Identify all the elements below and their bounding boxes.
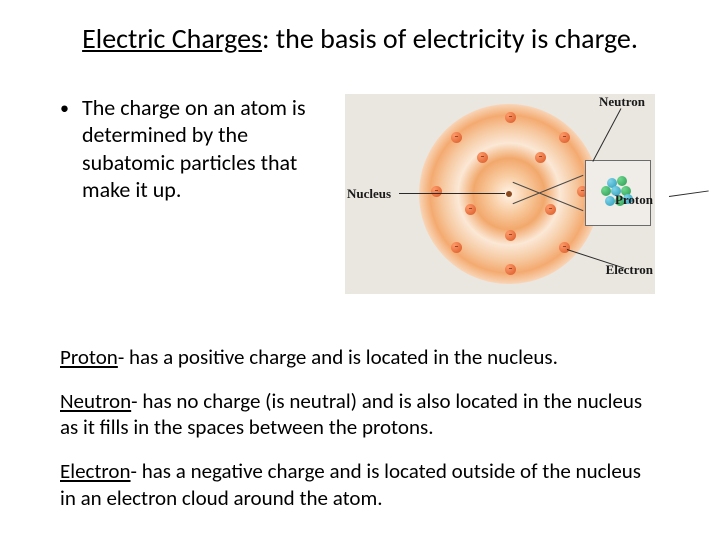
term-electron: Electron — [60, 458, 131, 484]
neutron-dot — [601, 186, 611, 196]
label-proton: Proton — [615, 192, 653, 208]
bullet-block: • The charge on an atom is determined by… — [60, 94, 320, 204]
leader-line — [592, 108, 621, 161]
electron-dot: − — [451, 242, 462, 253]
label-neutron: Neutron — [599, 94, 645, 110]
bullet-marker: • — [60, 94, 82, 204]
proton-dot — [605, 196, 615, 206]
electron-dot: − — [451, 132, 462, 143]
content-row: • The charge on an atom is determined by… — [60, 94, 660, 294]
def-proton-text: - has a positive charge and is located i… — [118, 344, 558, 370]
definitions-block: Proton- has a positive charge and is loc… — [60, 344, 660, 511]
leader-line — [399, 193, 505, 194]
definition-proton: Proton- has a positive charge and is loc… — [60, 344, 660, 370]
electron-dot: − — [465, 204, 476, 215]
bullet-text: The charge on an atom is determined by t… — [82, 94, 320, 204]
def-electron-text: - has a negative charge and is located o… — [60, 458, 641, 510]
definition-neutron: Neutron- has no charge (is neutral) and … — [60, 388, 660, 441]
electron-dot: − — [559, 242, 570, 253]
electron-dot: − — [559, 132, 570, 143]
slide: Electric Charges: the basis of electrici… — [0, 0, 720, 540]
electron-dot: − — [535, 152, 546, 163]
atom-illustration: − − − − − − − − − − − − − — [345, 94, 655, 294]
slide-title: Electric Charges: the basis of electrici… — [60, 22, 660, 56]
electron-dot: − — [431, 186, 442, 197]
leader-line — [669, 190, 709, 197]
electron-dot: − — [477, 152, 488, 163]
def-neutron-text: - has no charge (is neutral) and is also… — [60, 388, 642, 440]
term-neutron: Neutron — [60, 388, 131, 414]
nucleus-center — [506, 191, 512, 197]
electron-dot: − — [505, 112, 516, 123]
label-nucleus: Nucleus — [347, 186, 391, 202]
electron-dot: − — [505, 264, 516, 275]
neutron-dot — [617, 176, 627, 186]
electron-dot: − — [545, 204, 556, 215]
title-rest: : the basis of electricity is charge. — [262, 21, 638, 56]
leader-line — [567, 249, 624, 268]
atom-diagram: − − − − − − − − − − − − − — [340, 94, 660, 294]
definition-electron: Electron- has a negative charge and is l… — [60, 458, 660, 511]
title-underlined: Electric Charges — [82, 21, 262, 56]
electron-dot: − — [505, 230, 516, 241]
term-proton: Proton — [60, 344, 118, 370]
